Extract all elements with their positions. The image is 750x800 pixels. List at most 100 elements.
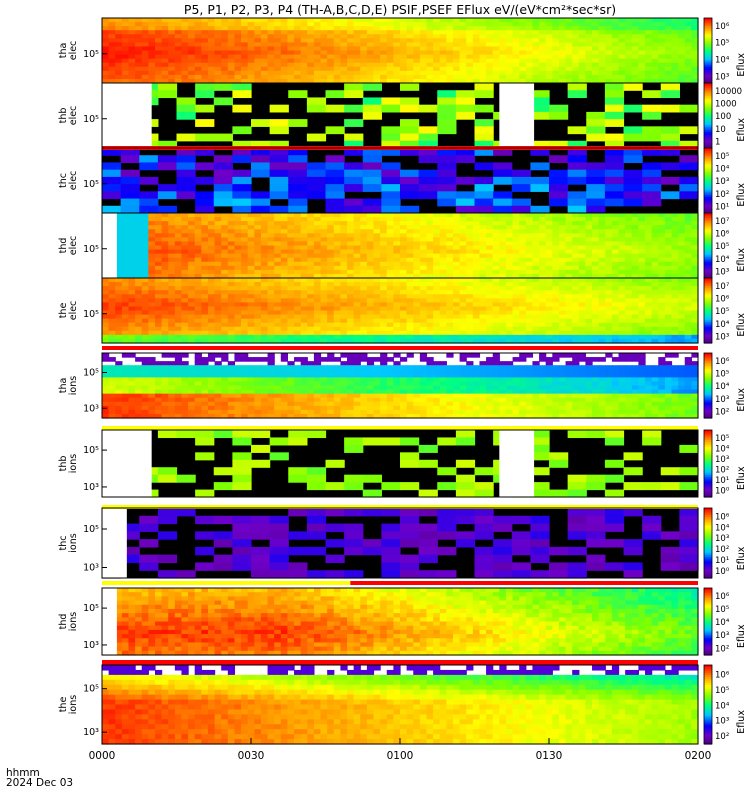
spectrogram-cell [572, 273, 580, 279]
spectrogram-cell [585, 249, 593, 255]
spectrogram-cell [241, 298, 249, 303]
spectrogram-cell [168, 229, 176, 234]
spectrogram-cell [466, 265, 474, 271]
spectrogram-cell [280, 261, 289, 267]
spectrogram-cell [102, 70, 110, 76]
spectrogram-cell [664, 322, 673, 328]
spectrogram-cell [552, 273, 560, 279]
spectrogram-cell [194, 322, 202, 328]
spectrogram-cell [108, 74, 116, 80]
spectrogram-cell [572, 265, 580, 271]
spectrogram-cell [505, 241, 514, 247]
spectrogram-cell [161, 66, 169, 72]
spectrogram-cell [691, 334, 699, 340]
spectrogram-cell [207, 269, 216, 275]
spectrogram-cell [214, 322, 222, 328]
spectrogram-cell [505, 213, 514, 218]
spectrogram-cell [671, 302, 679, 308]
spectrogram-cell [466, 298, 474, 303]
spectrogram-cell [121, 269, 130, 275]
spectrogram-cell [194, 334, 202, 340]
spectrogram-cell [148, 261, 156, 267]
spectrogram-cell [287, 273, 295, 279]
spectrogram-cell [618, 249, 626, 255]
spectrogram-cell [201, 286, 209, 291]
spectrogram-cell [174, 401, 183, 407]
spectrogram-cell [452, 237, 461, 243]
spectrogram-cell [174, 253, 183, 259]
spectrogram-cell [492, 217, 500, 222]
spectrogram-cell [188, 54, 196, 60]
spectrogram-cell [280, 70, 289, 76]
spectrogram-cell [605, 273, 613, 279]
spectrogram-cell [651, 290, 659, 295]
spectrogram-cell [446, 298, 454, 303]
spectrogram-cell [558, 241, 567, 247]
spectrogram-cell [552, 322, 560, 328]
spectrogram-cell [327, 298, 335, 303]
spectrogram-cell [232, 205, 252, 214]
spectrogram-cell [472, 261, 481, 267]
spectrogram-cell [154, 413, 163, 419]
spectrogram-cell [572, 46, 580, 52]
spectrogram-cell [519, 306, 527, 312]
spectrogram-cell [691, 338, 699, 344]
spectrogram-cell [174, 310, 183, 316]
spectrogram-cell [645, 334, 653, 340]
spectrogram-cell [154, 22, 163, 27]
spectrogram-cell [168, 373, 176, 378]
spectrogram-cell [141, 241, 149, 247]
spectrogram-cell [176, 97, 196, 106]
spectrogram-cell [232, 169, 252, 178]
spectrogram-cell [294, 286, 302, 291]
spectrogram-cell [578, 286, 587, 291]
spectrogram-cell [592, 306, 600, 312]
spectrogram-cell [525, 62, 534, 68]
spectrogram-cell [201, 310, 209, 316]
spectrogram-cell [625, 30, 633, 35]
spectrogram-cell [161, 393, 169, 399]
spectrogram-cell [452, 38, 461, 43]
spectrogram-cell [227, 34, 236, 39]
spectrogram-cell [161, 298, 169, 303]
spectrogram-cell [413, 26, 421, 31]
spectrogram-cell [274, 229, 282, 234]
spectrogram-cell [472, 58, 481, 64]
spectrogram-cell [333, 318, 341, 324]
spectrogram-cell [366, 278, 375, 283]
spectrogram-cell [651, 302, 659, 308]
spectrogram-cell [148, 30, 156, 35]
spectrogram-cell [128, 326, 136, 332]
spectrogram-cell [320, 74, 328, 80]
spectrogram-cell [691, 34, 699, 39]
spectrogram-cell [340, 306, 348, 312]
spectrogram-cell [201, 18, 209, 23]
spectrogram-cell [592, 314, 600, 320]
spectrogram-cell [572, 221, 580, 226]
spectrogram-cell [605, 70, 613, 76]
spectrogram-cell [525, 322, 534, 328]
spectrogram-cell [651, 213, 659, 218]
spectrogram-cell [174, 22, 183, 27]
spectrogram-cell [195, 176, 215, 185]
spectrogram-cell [287, 34, 295, 39]
spectrogram-cell [386, 286, 394, 291]
spectrogram-cell [135, 409, 143, 415]
spectrogram-cell [102, 74, 110, 80]
spectrogram-cell [128, 237, 136, 243]
spectrogram-cell [241, 74, 249, 80]
spectrogram-cell [406, 213, 414, 218]
spectrogram-cell [486, 66, 494, 72]
spectrogram-cell [320, 314, 328, 320]
spectrogram-cell [135, 34, 143, 39]
spectrogram-cell [157, 205, 178, 214]
spectrogram-cell [267, 78, 275, 84]
spectrogram-cell [400, 217, 408, 222]
spectrogram-cell [492, 269, 500, 275]
spectrogram-cell [128, 397, 136, 403]
spectrogram-cell [234, 26, 242, 31]
spectrogram-cell [300, 334, 308, 340]
spectrogram-cell [247, 74, 255, 80]
spectrogram-cell [154, 42, 163, 48]
spectrogram-cell [195, 133, 215, 142]
